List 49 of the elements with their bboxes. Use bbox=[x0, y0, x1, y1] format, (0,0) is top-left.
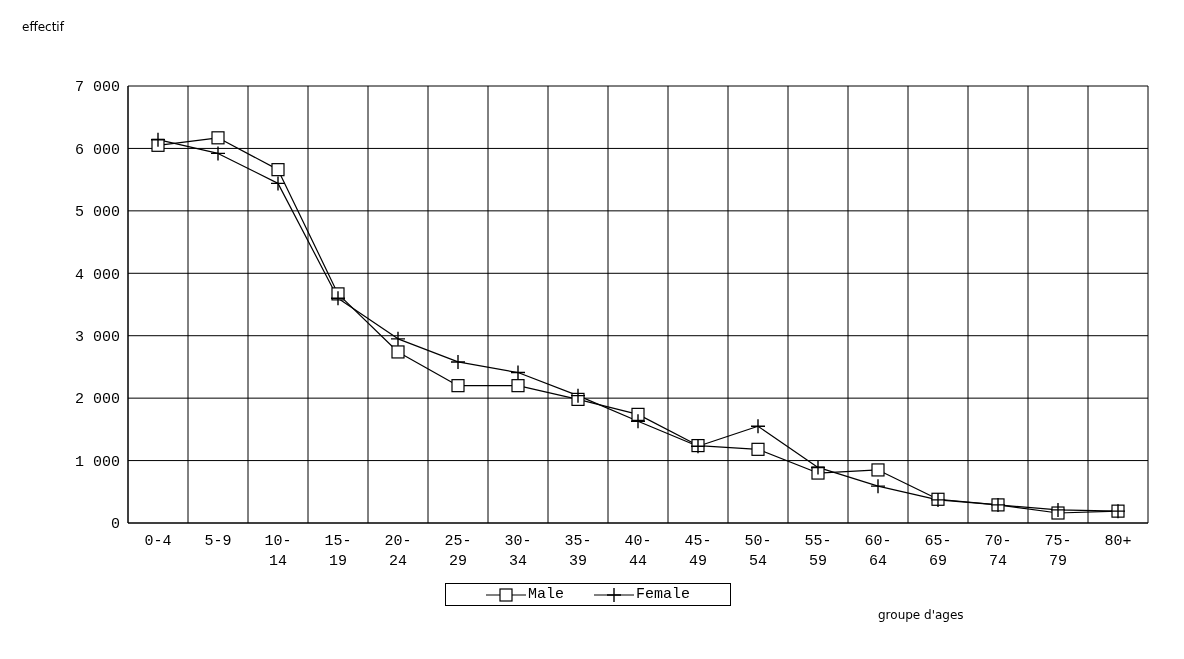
x-tick-label: 5-9 bbox=[204, 533, 232, 550]
x-tick-label: 20-24 bbox=[384, 533, 412, 570]
x-tick-label: 70-74 bbox=[984, 533, 1012, 570]
x-tick-label: 45-49 bbox=[684, 533, 712, 570]
x-tick-label: 75-79 bbox=[1044, 533, 1072, 570]
x-axis-title: groupe d'ages bbox=[878, 608, 964, 622]
y-tick-label: 0 bbox=[110, 516, 120, 534]
point bbox=[210, 145, 226, 162]
point bbox=[1050, 502, 1066, 518]
x-tick-label: 65-69 bbox=[924, 533, 952, 570]
point bbox=[270, 175, 286, 192]
point bbox=[330, 290, 346, 306]
y-tick-label: 6 000 bbox=[74, 141, 120, 159]
y-axis-title: effectif bbox=[22, 20, 64, 34]
legend-label: Female bbox=[635, 586, 691, 603]
y-tick-label: 2 000 bbox=[74, 391, 120, 409]
point bbox=[450, 354, 466, 370]
y-tick-label: 3 000 bbox=[74, 329, 120, 347]
y-tick-label: 4 000 bbox=[74, 266, 120, 284]
point bbox=[211, 131, 225, 145]
point bbox=[751, 442, 765, 456]
x-tick-label: 15-19 bbox=[324, 533, 352, 570]
point bbox=[810, 459, 826, 476]
x-tick-label: 0-4 bbox=[144, 533, 172, 550]
point bbox=[570, 387, 586, 404]
y-tick-label: 5 000 bbox=[74, 204, 120, 222]
point bbox=[870, 478, 886, 494]
point bbox=[631, 407, 645, 421]
x-tick-label: 40-44 bbox=[624, 533, 652, 570]
point bbox=[511, 379, 525, 393]
x-tick-label: 10-14 bbox=[264, 533, 292, 570]
point bbox=[390, 331, 406, 347]
x-tick-label: 80+ bbox=[1104, 533, 1132, 550]
point bbox=[630, 413, 646, 429]
point bbox=[510, 364, 526, 381]
point bbox=[750, 418, 766, 434]
legend-label: Male bbox=[527, 586, 564, 603]
point bbox=[871, 463, 885, 477]
point bbox=[271, 163, 285, 177]
x-tick-label: 25-29 bbox=[444, 533, 472, 570]
y-tick-label: 7 000 bbox=[74, 79, 120, 97]
point bbox=[451, 379, 465, 393]
x-tick-label: 50-54 bbox=[744, 533, 772, 570]
point bbox=[391, 345, 405, 359]
y-tick-label: 1 000 bbox=[74, 453, 120, 471]
x-tick-label: 60-64 bbox=[864, 533, 892, 570]
x-tick-label: 35-39 bbox=[564, 533, 592, 570]
x-tick-label: 55-59 bbox=[804, 533, 832, 570]
x-tick-label: 30-34 bbox=[504, 533, 532, 570]
